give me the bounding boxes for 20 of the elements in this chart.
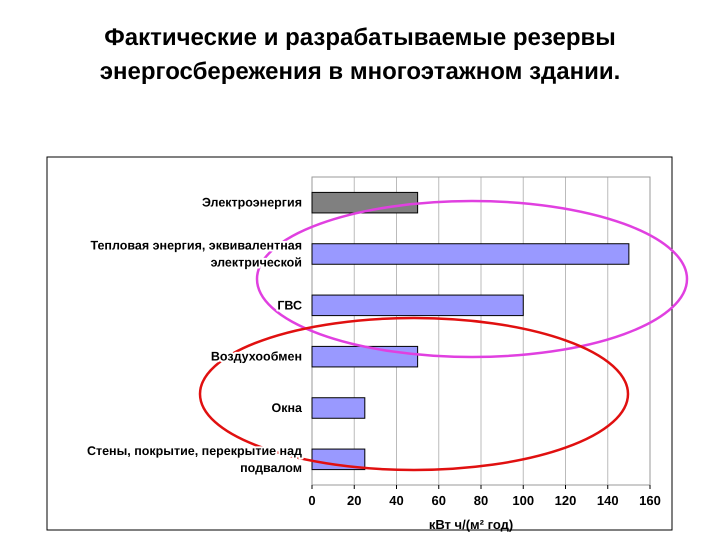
x-tick-label: 160 bbox=[639, 493, 661, 508]
y-tick-label: Окна bbox=[272, 401, 304, 415]
y-tick-label: ГВС bbox=[277, 298, 302, 312]
y-tick-label: Стены, покрытие, перекрытие над подвалом bbox=[86, 444, 302, 475]
x-axis-title: кВт ч/(м² год) bbox=[428, 517, 514, 532]
x-tick-label: 80 bbox=[474, 493, 488, 508]
bar bbox=[312, 346, 418, 368]
x-tick-label: 0 bbox=[308, 493, 316, 508]
chart-title: Фактические и разрабатываемые резервы энергосбережения в многоэтажном здании. bbox=[100, 24, 620, 85]
x-tick-label: 100 bbox=[512, 493, 534, 508]
bar bbox=[312, 294, 524, 316]
x-tick-label: 120 bbox=[554, 493, 576, 508]
bar bbox=[312, 397, 366, 419]
y-tick-label: Электроэнергия bbox=[202, 196, 302, 210]
x-tick-label: 140 bbox=[596, 493, 619, 508]
x-tick-label: 60 bbox=[432, 493, 446, 508]
x-tick-label: 40 bbox=[389, 493, 404, 508]
x-tick-label: 20 bbox=[347, 493, 362, 508]
bar bbox=[312, 192, 418, 214]
bar bbox=[312, 243, 630, 265]
